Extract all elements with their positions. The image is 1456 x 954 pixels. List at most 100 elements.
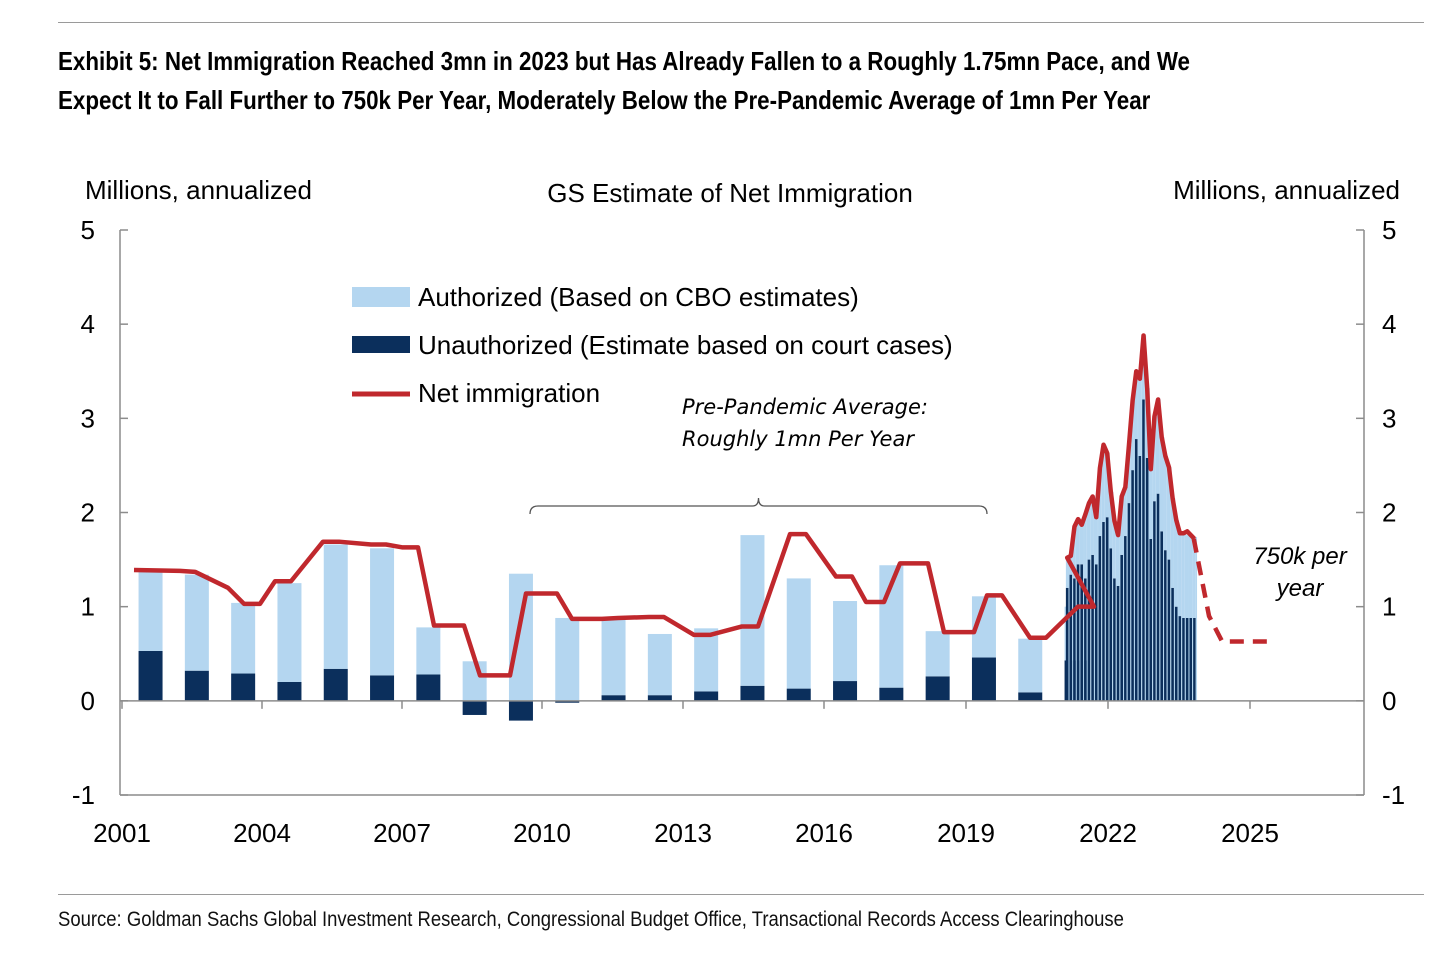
x-tick-label: 2001 (93, 818, 151, 848)
bar-unauthorized-monthly (1167, 559, 1171, 701)
bar-unauthorized (833, 681, 858, 701)
bar-authorized-monthly (1084, 514, 1087, 579)
top-rule (58, 22, 1424, 23)
bar-authorized-monthly (1094, 517, 1098, 565)
bar-unauthorized-monthly (1142, 399, 1145, 701)
bar-authorized-monthly (1153, 416, 1156, 502)
bar-authorized-monthly (1178, 531, 1182, 617)
bar-gap-monthly (1112, 491, 1114, 701)
bar-authorized-monthly (1127, 444, 1131, 504)
right-tick-label: -1 (1382, 780, 1405, 810)
bar-unauthorized-monthly (1087, 559, 1091, 701)
bottom-rule (58, 894, 1424, 895)
bar-unauthorized-monthly (1138, 456, 1142, 701)
bar-authorized (647, 633, 672, 696)
bar-authorized (925, 631, 950, 677)
bar-unauthorized-monthly (1113, 578, 1116, 701)
bar-unauthorized-monthly (1127, 503, 1131, 701)
bar-unauthorized-monthly (1134, 439, 1138, 701)
bar-gap-monthly (1195, 536, 1198, 701)
bar-gap-monthly (1166, 456, 1168, 701)
bar-unauthorized-monthly (1156, 493, 1160, 701)
left-tick-label: 2 (81, 498, 95, 528)
bar-authorized-monthly (1156, 399, 1160, 494)
bar-unauthorized (508, 700, 533, 721)
x-tick-label: 2010 (513, 818, 571, 848)
legend-swatch-authorized (352, 287, 410, 307)
bar-authorized (416, 627, 441, 675)
right-tick-label: 2 (1382, 498, 1396, 528)
bar-authorized-monthly (1073, 526, 1076, 579)
bar-unauthorized-monthly (1109, 548, 1113, 701)
bar-authorized (462, 661, 487, 701)
bar-unauthorized-monthly (1124, 536, 1127, 701)
legend: Authorized (Based on CBO estimates) Unau… (352, 282, 953, 408)
exhibit-title-line2: Expect It to Fall Further to 750k Per Ye… (58, 85, 1151, 115)
bar-gap-monthly (1181, 531, 1183, 701)
bar-authorized (508, 573, 533, 701)
bar-gap-monthly (1108, 453, 1110, 701)
bar-gap-monthly (1104, 444, 1107, 701)
left-tick-label: 0 (81, 686, 95, 716)
bar-gap-monthly (1093, 496, 1096, 701)
bar-authorized (138, 570, 163, 651)
bar-authorized (1018, 638, 1043, 693)
bar-unauthorized-monthly (1174, 606, 1178, 701)
bar-authorized (323, 544, 348, 669)
bar-unauthorized-monthly (1076, 564, 1080, 701)
bar-unauthorized-monthly (1182, 617, 1185, 701)
bar-authorized-monthly (1065, 557, 1069, 588)
bar-authorized-monthly (1120, 496, 1124, 555)
bar-unauthorized-monthly (1193, 617, 1196, 701)
left-axis-label: Millions, annualized (85, 175, 312, 205)
bar-gap-monthly (1144, 335, 1147, 701)
bar-gap-monthly (1133, 400, 1136, 701)
left-tick-label: 1 (81, 592, 95, 622)
right-tick-label: 4 (1382, 309, 1396, 339)
x-tick-label: 2004 (233, 818, 291, 848)
bar-authorized-monthly (1102, 444, 1105, 522)
bar-authorized-monthly (1134, 371, 1138, 440)
bar-authorized (370, 548, 395, 676)
bar-unauthorized-monthly (1131, 470, 1134, 701)
bar-authorized-monthly (1167, 467, 1171, 560)
bar-unauthorized (925, 676, 950, 701)
left-tick-label: 4 (81, 309, 95, 339)
bar-authorized-monthly (1076, 519, 1080, 565)
bar-unauthorized-monthly (1145, 457, 1149, 701)
bar-gap-monthly (1170, 467, 1172, 701)
x-tick-label: 2007 (373, 818, 431, 848)
bar-authorized-monthly (1164, 456, 1167, 551)
forecast-annotation-line2: year (1275, 575, 1325, 602)
bar-gap-monthly (1068, 557, 1070, 701)
bar-unauthorized (601, 695, 626, 701)
bar-unauthorized (231, 673, 256, 701)
bar-gap-monthly (1141, 378, 1143, 701)
left-tick-label: -1 (72, 780, 95, 810)
bar-unauthorized (277, 682, 302, 701)
bar-unauthorized (647, 695, 672, 701)
texts-group: Millions, annualized Millions, annualize… (85, 175, 1400, 602)
bar-gap-monthly (1155, 416, 1158, 701)
bar-unauthorized-monthly (1091, 554, 1094, 701)
bar-gap-monthly (1115, 521, 1118, 701)
forecast-annotation-line1: 750k per (1253, 543, 1347, 570)
exhibit-title: Exhibit 5: Net Immigration Reached 3mn i… (58, 42, 1236, 120)
bar-unauthorized-monthly (1084, 578, 1087, 701)
bar-unauthorized-monthly (1185, 617, 1189, 701)
bar-gap-monthly (1097, 517, 1099, 701)
bar-authorized-monthly (1087, 503, 1091, 560)
bar-authorized-monthly (1113, 521, 1116, 579)
bar-unauthorized (786, 688, 811, 701)
bracket-annotation-line2: Roughly 1mn Per Year (682, 427, 915, 451)
bar-gap-monthly (1101, 468, 1103, 701)
bar-unauthorized-monthly (1094, 564, 1098, 701)
bar-unauthorized (740, 685, 765, 701)
exhibit-title-line1: Exhibit 5: Net Immigration Reached 3mn i… (58, 46, 1190, 76)
bar-gap-monthly (1163, 437, 1165, 701)
bar-authorized (277, 583, 302, 682)
bar-unauthorized (462, 700, 487, 715)
bar-gap-monthly (1152, 469, 1154, 701)
bar-unauthorized (138, 650, 163, 701)
legend-label-authorized: Authorized (Based on CBO estimates) (418, 282, 859, 312)
